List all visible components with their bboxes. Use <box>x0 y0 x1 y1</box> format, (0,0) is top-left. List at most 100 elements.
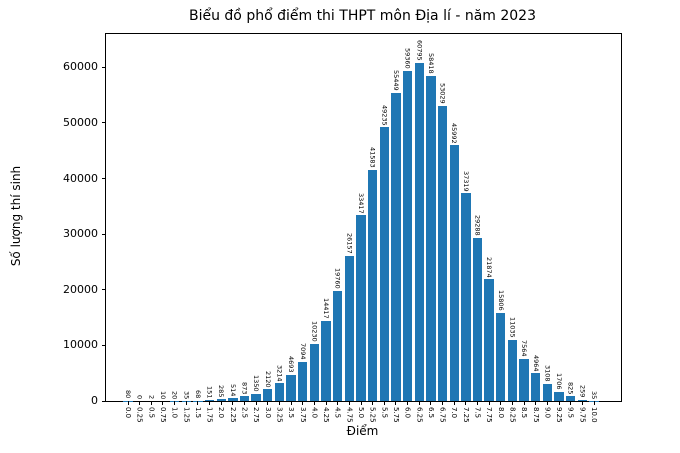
bar <box>391 92 401 401</box>
x-tick-label: 4.75 <box>345 407 354 423</box>
bar <box>577 399 587 401</box>
x-tick-label: 4.5 <box>333 407 342 419</box>
y-tick-mark <box>101 400 105 402</box>
bar <box>321 320 331 401</box>
bar-value-label: 3214 <box>275 364 284 382</box>
x-tick-label: 8.75 <box>531 407 540 423</box>
bar <box>496 313 506 401</box>
x-tick-mark <box>244 401 245 405</box>
x-tick-mark <box>372 401 374 405</box>
y-tick-label: 40000 <box>63 171 98 185</box>
x-tick-label: 0.0 <box>124 407 132 419</box>
x-tick-mark <box>220 401 222 405</box>
bar-value-label: 1350 <box>252 374 261 392</box>
x-tick-mark <box>383 401 385 405</box>
bar <box>298 361 308 401</box>
x-tick-mark <box>348 401 350 405</box>
bar-value-label: 4693 <box>287 356 296 373</box>
x-tick-mark <box>162 401 164 405</box>
x-tick-label: 2.0 <box>217 407 226 419</box>
x-tick-mark <box>430 401 432 405</box>
x-tick-label: 1.0 <box>170 407 179 419</box>
x-tick-mark <box>127 401 129 405</box>
x-axis-label: Điểm <box>346 424 379 438</box>
x-tick-label: 1.75 <box>205 407 214 423</box>
x-tick-label: 5.0 <box>357 407 365 419</box>
y-tick-label: 20000 <box>63 282 98 296</box>
bar <box>216 399 226 401</box>
x-tick-label: 8.0 <box>496 407 505 419</box>
x-tick-label: 7.5 <box>473 407 482 419</box>
bar-value-label: 0 <box>135 394 144 399</box>
x-tick-mark <box>465 401 467 405</box>
y-tick-label: 50000 <box>63 115 98 129</box>
x-tick-mark <box>511 401 513 405</box>
bar-value-label: 41583 <box>368 147 377 168</box>
bar <box>228 398 238 401</box>
bar-value-label: 19760 <box>333 268 342 290</box>
bar-value-label: 15806 <box>496 290 505 312</box>
x-tick-label: 5.75 <box>391 407 400 423</box>
x-tick-mark <box>558 401 560 405</box>
bar-value-label: 68 <box>193 390 202 399</box>
x-tick-label: 3.0 <box>263 407 272 419</box>
bar-value-label: 259 <box>578 385 587 398</box>
x-tick-label: 9.75 <box>578 407 587 423</box>
bar-value-label: 26157 <box>345 232 354 254</box>
x-tick-label: 7.75 <box>485 407 494 423</box>
bar-value-label: 514 <box>228 383 237 397</box>
x-tick-mark <box>278 401 280 405</box>
x-tick-mark <box>418 401 420 405</box>
bar <box>542 383 553 401</box>
x-tick-label: 3.25 <box>275 407 284 423</box>
bar-value-label: 80 <box>124 390 132 399</box>
plot-area: 80 0.0 0 0.25 2 0.5 10 0.75 20 1.0 35 1.25 68 1.5 151 1… <box>63 33 622 423</box>
x-tick-mark <box>570 401 572 405</box>
x-tick-mark <box>197 401 199 405</box>
x-tick-mark <box>535 401 537 405</box>
bar-value-label: 35 <box>182 390 191 399</box>
y-tick-label: 60000 <box>63 60 98 74</box>
bar-value-label: 58418 <box>426 53 435 75</box>
bar <box>274 383 285 401</box>
x-tick-mark <box>500 401 502 405</box>
x-tick-mark <box>546 401 548 405</box>
bar <box>263 389 273 401</box>
x-tick-label: 0.5 <box>147 407 156 419</box>
y-tick-label: 30000 <box>63 227 98 241</box>
bar-value-label: 20 <box>170 390 179 399</box>
x-tick-mark <box>313 401 315 405</box>
x-tick-mark <box>267 401 269 405</box>
bar <box>239 396 250 401</box>
bar-value-label: 59360 <box>403 48 412 69</box>
x-tick-mark <box>488 401 490 405</box>
y-tick-label: 0 <box>91 394 98 407</box>
bar <box>426 76 436 401</box>
bar <box>379 127 389 401</box>
x-tick-label: 1.5 <box>193 407 202 419</box>
bar-value-label: 4964 <box>531 354 540 372</box>
bar-value-label: 53029 <box>438 83 447 105</box>
x-tick-label: 10.0 <box>590 407 598 423</box>
bar <box>554 391 564 401</box>
bar <box>344 255 354 401</box>
x-tick-label: 2.5 <box>240 407 249 419</box>
x-tick-mark <box>174 401 176 405</box>
x-tick-mark <box>255 401 257 405</box>
bar <box>309 344 320 401</box>
y-tick-mark <box>101 289 105 291</box>
x-tick-label: 7.25 <box>461 407 470 423</box>
x-tick-mark <box>290 401 292 405</box>
x-tick-label: 6.75 <box>438 407 447 423</box>
x-tick-mark <box>209 401 211 405</box>
bar <box>333 291 343 401</box>
bar-value-label: 11035 <box>508 316 517 338</box>
y-tick-label: 10000 <box>63 338 98 352</box>
x-tick-mark <box>593 401 595 405</box>
bar-value-label: 14417 <box>322 298 331 319</box>
x-tick-mark <box>453 401 455 405</box>
bar <box>367 169 378 401</box>
x-tick-label: 9.5 <box>566 407 575 419</box>
x-tick-label: 2.25 <box>228 407 237 423</box>
